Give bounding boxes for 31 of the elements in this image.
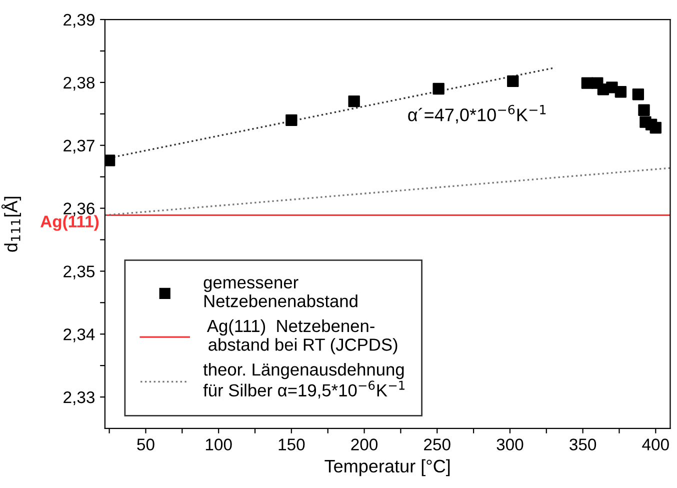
legend-label: gemessener Netzebenenabstand (204, 279, 358, 308)
point (638, 104, 650, 116)
legend-label: theor. Längenausdehnung für Silber α=19,5*10$^{−6}$K$^{−1}$ (203, 362, 404, 399)
point (104, 154, 116, 166)
legend-label: Ag(111) Netzebenen- abstand bei RT (JCPDS) (206, 319, 398, 354)
point (507, 75, 519, 88)
point (432, 82, 444, 95)
y-tick-label: 2,35 (64, 266, 95, 280)
x-tick-label: 150 (278, 438, 305, 450)
y-tick-label: 2,36 (64, 202, 94, 216)
x-tick-label: 50 (137, 438, 154, 450)
x-axis-title: Temperatur [°C] (324, 459, 450, 476)
x-tick-label: 400 (642, 438, 669, 450)
x-tick-label: 350 (570, 438, 596, 450)
x-tick-label: 200 (351, 438, 378, 450)
y-tick-label: 2,34 (64, 328, 95, 342)
annotation: α´=47,0*10$^{−6}$K$^{−1}$ (408, 104, 546, 124)
y-tick-label: 2,33 (64, 391, 94, 406)
point (614, 86, 627, 98)
x-tick-label: 100 (206, 438, 232, 450)
x-tick-label: 250 (424, 438, 450, 450)
annotation: Ag(111) (40, 215, 99, 231)
point (650, 122, 662, 134)
y-tick-label: 2,38 (64, 76, 94, 91)
point (348, 95, 360, 108)
y-axis-title: d$_{111}$[Å] (1, 196, 21, 252)
y-tick-label: 2,37 (64, 140, 94, 154)
point (632, 88, 644, 100)
y-tick-label: 2,39 (64, 14, 94, 28)
x-tick-label: 300 (496, 438, 524, 450)
point (286, 114, 298, 126)
